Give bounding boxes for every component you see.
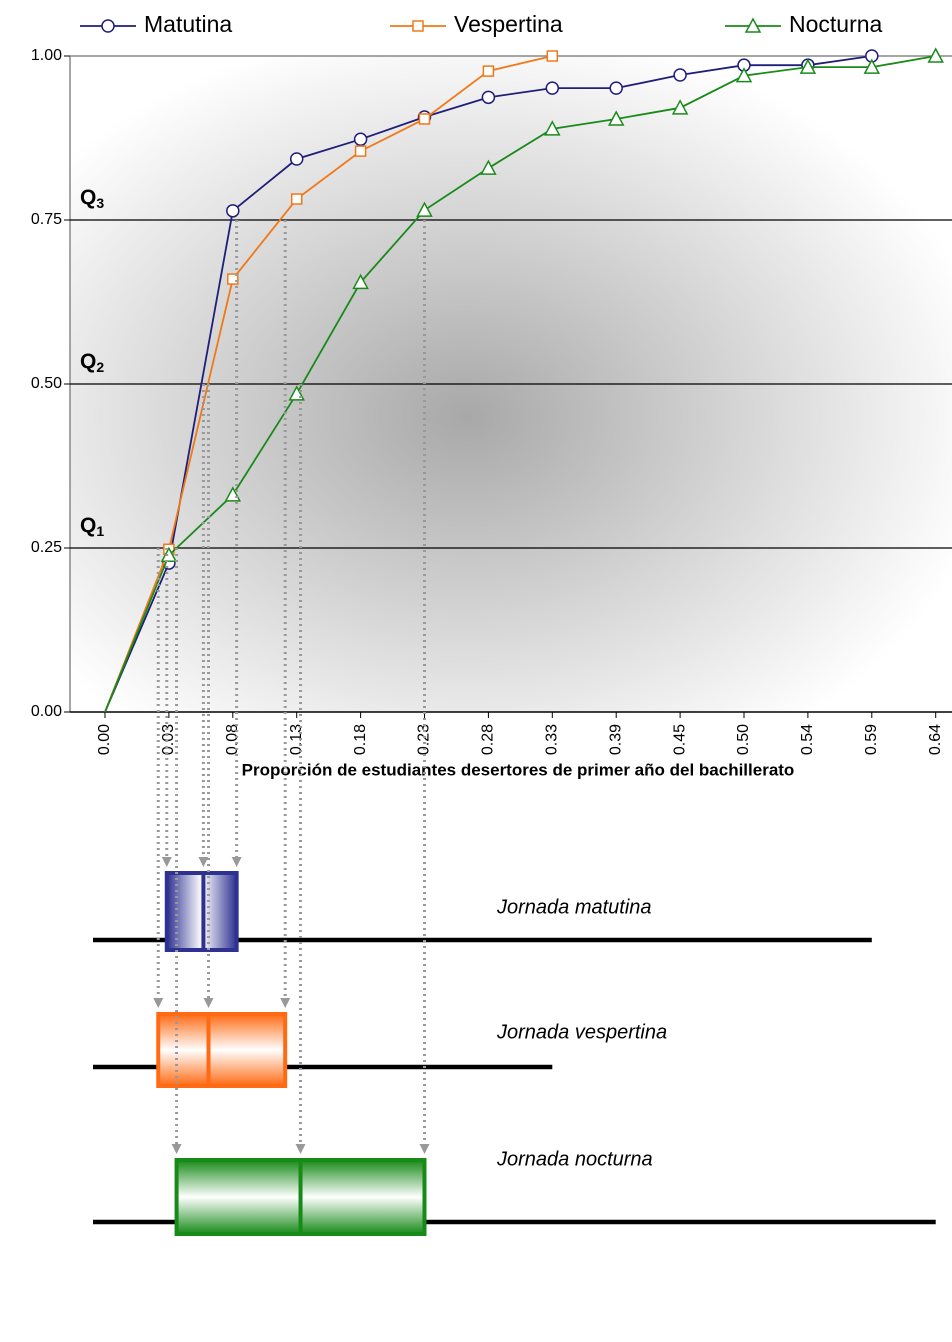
- guide-arrow: [295, 1144, 306, 1154]
- quartile-letter: Q: [80, 514, 96, 537]
- series-line: [104, 55, 553, 713]
- point: [673, 68, 687, 82]
- point: [744, 17, 762, 33]
- quartile-letter: Q: [80, 350, 96, 373]
- y-tick-label: 0.25: [31, 539, 62, 556]
- box: [156, 1012, 288, 1088]
- quartile-label: Q1: [80, 514, 104, 539]
- x-tick-label: 0.59: [863, 724, 880, 755]
- point: [482, 65, 495, 77]
- point: [353, 132, 368, 147]
- x-tick-label: 0.39: [607, 724, 624, 755]
- quartile-label: Q3: [80, 186, 104, 211]
- x-tick-label: 0.23: [416, 724, 433, 755]
- y-tick-label: 0.75: [31, 211, 62, 228]
- x-tick-label: 0.00: [96, 724, 113, 755]
- x-tick-label: 0.64: [927, 724, 944, 755]
- point: [480, 159, 497, 175]
- point: [863, 58, 881, 74]
- guide-arrow: [203, 998, 214, 1008]
- guide-arrow: [280, 998, 291, 1008]
- guide-arrow: [231, 857, 242, 867]
- series-line: [104, 55, 936, 713]
- y-tick-label: 0.00: [31, 703, 62, 720]
- point: [735, 67, 753, 83]
- point: [227, 273, 239, 285]
- legend-label: Vespertina: [454, 11, 563, 37]
- point: [609, 81, 623, 95]
- y-tick-label: 1.00: [31, 47, 62, 64]
- point: [226, 204, 240, 218]
- point: [101, 19, 115, 33]
- point: [607, 110, 625, 126]
- point: [481, 90, 496, 105]
- legend-label: Matutina: [144, 11, 232, 37]
- point: [546, 50, 559, 62]
- point: [352, 273, 369, 290]
- point: [418, 113, 431, 125]
- guide-arrow: [161, 857, 172, 867]
- x-tick-label: 0.33: [544, 724, 561, 755]
- x-tick-label: 0.13: [288, 724, 305, 755]
- point: [412, 20, 424, 32]
- x-tick-label: 0.50: [735, 724, 752, 755]
- quartile-index: 3: [96, 195, 104, 211]
- guide-arrow: [419, 1144, 430, 1154]
- x-tick-label: 0.28: [480, 724, 497, 755]
- guide-arrow: [198, 857, 209, 867]
- x-tick-label: 0.45: [671, 724, 688, 755]
- quartile-index: 2: [96, 359, 104, 375]
- point: [544, 120, 561, 136]
- x-tick-label: 0.18: [352, 724, 369, 755]
- x-tick-label: 0.08: [224, 724, 241, 755]
- y-tick-label: 0.50: [31, 375, 62, 392]
- box-label: Jornada nocturna: [496, 1148, 653, 1170]
- quartile-letter: Q: [80, 186, 96, 209]
- point: [290, 193, 303, 205]
- box-label: Jornada matutina: [496, 896, 652, 918]
- quartile-index: 1: [96, 523, 104, 539]
- point: [289, 152, 304, 166]
- quartile-label: Q2: [80, 350, 104, 375]
- x-tick-label: 0.03: [160, 724, 177, 755]
- guide-arrow: [171, 1144, 182, 1154]
- point: [927, 47, 944, 63]
- guide-arrow: [153, 998, 164, 1008]
- point: [671, 99, 689, 115]
- x-axis-label: Proporción de estudiantes desertores de …: [242, 760, 795, 779]
- x-tick-label: 0.54: [799, 724, 816, 755]
- point: [354, 145, 367, 157]
- box-label: Jornada vespertina: [496, 1021, 667, 1043]
- legend-label: Nocturna: [789, 11, 883, 37]
- point: [416, 201, 433, 217]
- point: [545, 81, 560, 95]
- point: [799, 58, 817, 74]
